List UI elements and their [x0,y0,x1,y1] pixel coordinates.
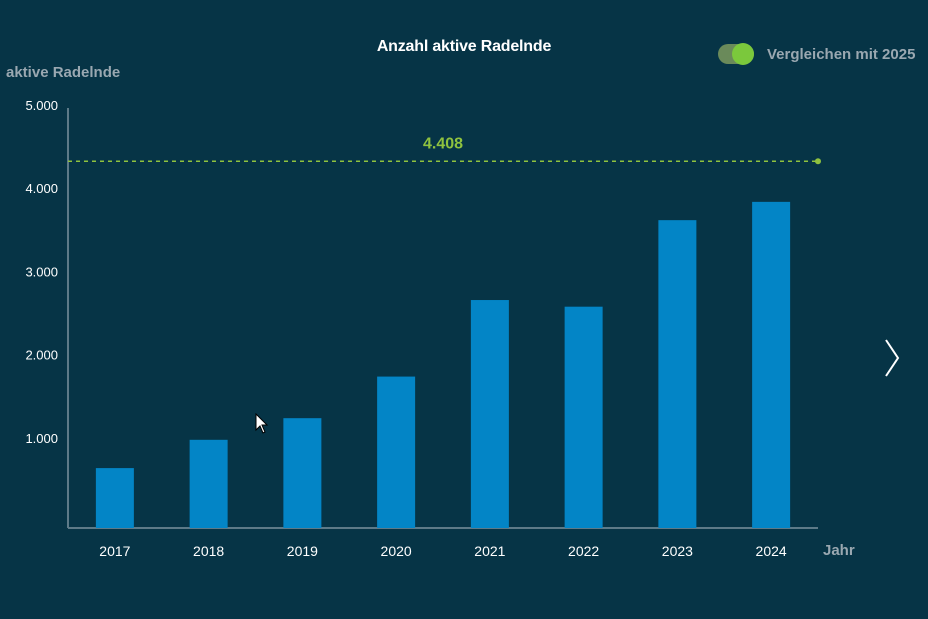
mouse-pointer-icon [255,413,269,434]
chart-title: Anzahl aktive Radelnde [376,38,552,55]
x-tick-label: 2021 [474,543,505,559]
x-tick-label: 2018 [193,543,224,559]
x-tick-label: 2017 [99,543,130,559]
compare-toggle-switch[interactable] [718,43,754,65]
bar [658,220,697,528]
compare-toggle-label: Vergleichen mit 2025 [767,45,916,63]
y-tick-label: 2.000 [25,348,58,363]
compare-toggle-knob [732,43,754,65]
compare-toggle[interactable]: Vergleichen mit 2025 [718,42,915,66]
y-tick-label: 3.000 [25,264,58,279]
y-axis-title: aktive Radelnde [6,64,121,81]
x-tick-label: 2022 [568,543,599,559]
y-tick-label: 4.000 [25,181,58,196]
bar [189,439,228,528]
chevron-right-icon[interactable] [880,336,904,380]
x-tick-label: 2023 [662,543,693,559]
bar [470,300,509,528]
x-axis-title: Jahr [823,542,855,559]
y-tick-label: 1.000 [25,431,58,446]
x-tick-label: 2024 [756,543,787,559]
x-tick-label: 2019 [287,543,318,559]
bar [95,468,134,528]
x-tick-label: 2020 [381,543,412,559]
reference-line-marker [815,158,821,165]
y-tick-label: 5.000 [25,98,58,113]
bar [564,306,603,528]
bar [283,418,322,528]
reference-line-label: 4.408 [423,135,463,152]
bar [377,376,416,528]
bar [752,201,791,528]
